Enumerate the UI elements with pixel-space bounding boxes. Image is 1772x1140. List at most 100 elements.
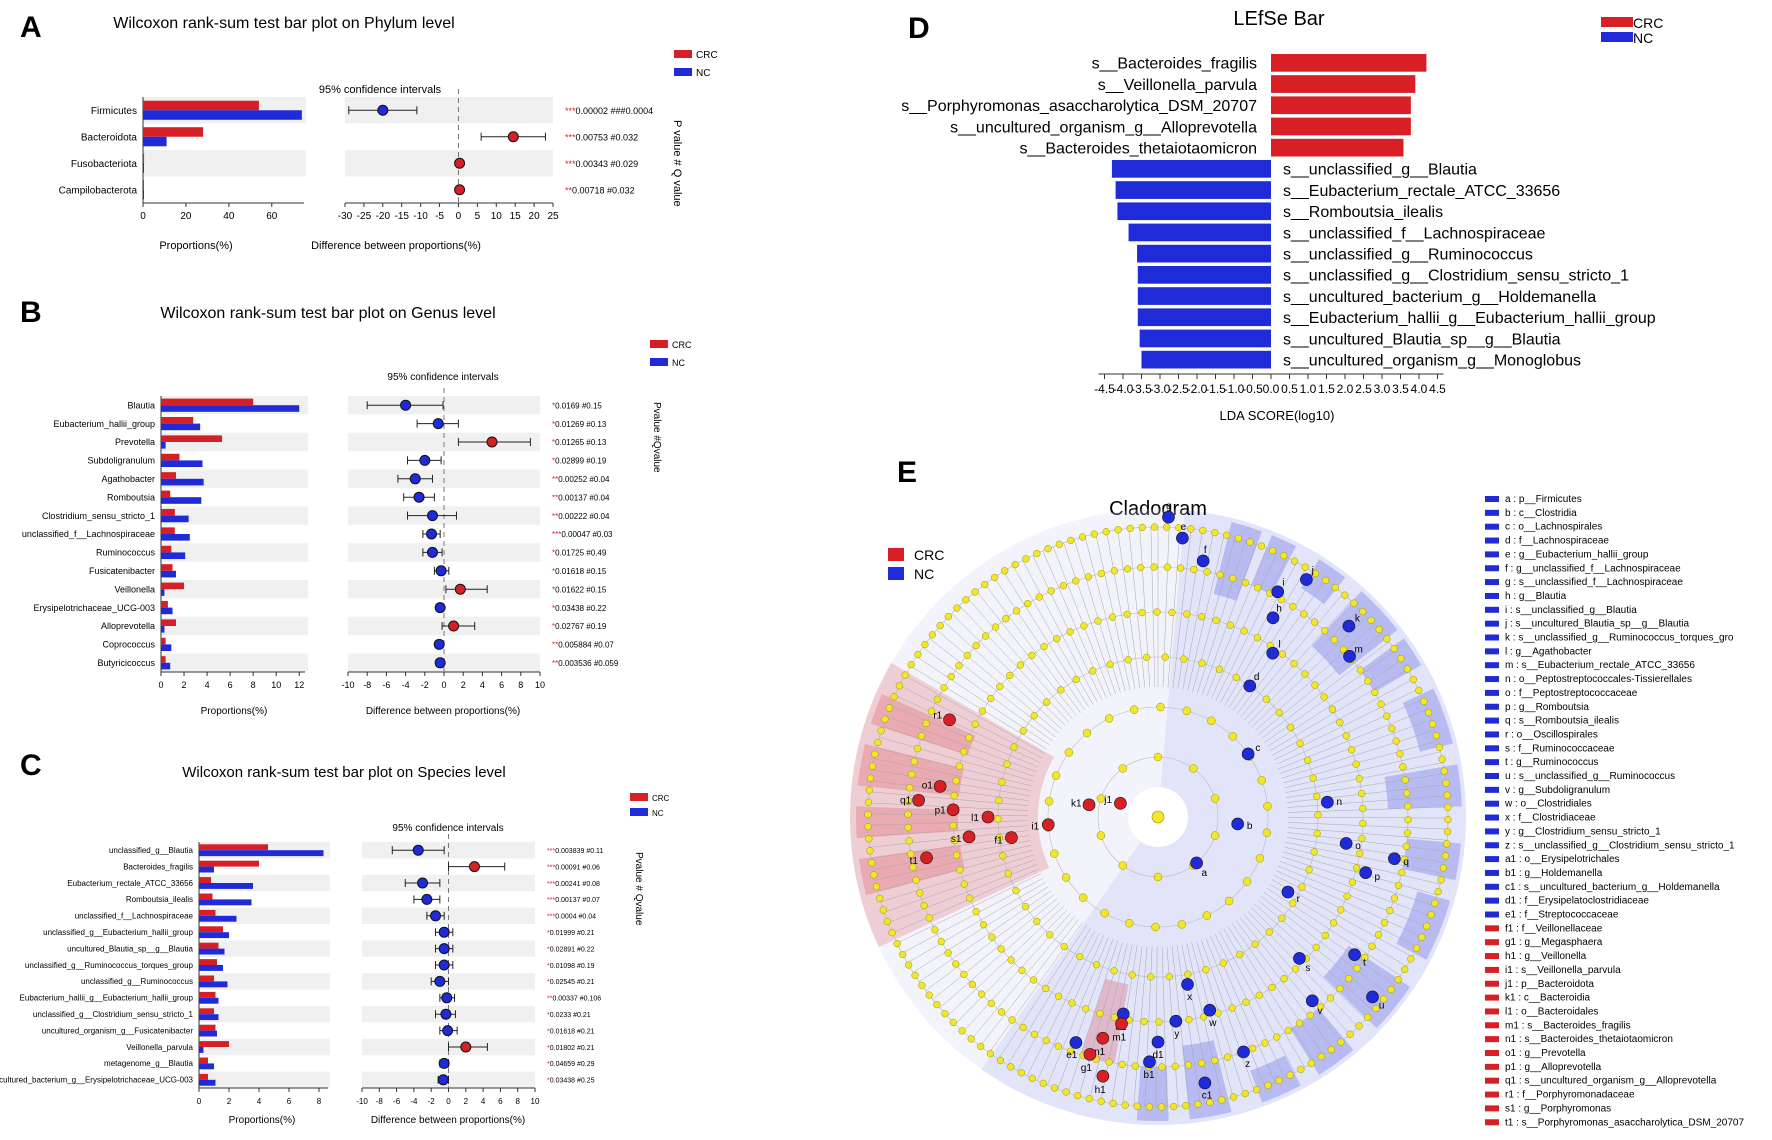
clado-key-label: t1 : s__Porphyromonas_asaccharolytica_DS…	[1505, 1117, 1744, 1128]
clado-node-crc	[981, 810, 995, 824]
clado-node	[1202, 911, 1212, 920]
clado-node	[1310, 848, 1318, 856]
clado-branch	[882, 726, 1035, 777]
clado-node	[1004, 869, 1013, 878]
lda-bar-nc	[1137, 287, 1271, 305]
ci-point	[448, 620, 460, 632]
category-label: Firmicutes	[91, 106, 137, 117]
lda-tick-label: 2.0	[1337, 382, 1354, 396]
clado-node	[1006, 671, 1014, 680]
clado-node	[1021, 902, 1030, 911]
clado-node	[1443, 828, 1452, 836]
clado-node	[1407, 955, 1415, 963]
clado-key-label: m : s__Eubacterium_rectale_ATCC_33656	[1505, 660, 1695, 671]
clado-node	[1350, 599, 1358, 607]
clado-node	[1321, 931, 1329, 940]
clado-node	[1030, 1030, 1039, 1039]
clado-key-label: l : g__Agathobacter	[1505, 646, 1592, 657]
significance-stars: **	[552, 512, 558, 521]
clado-node	[1383, 635, 1391, 643]
panel-c-left-xlabel: Proportions(%)	[229, 1115, 296, 1126]
ci-point	[438, 1057, 450, 1069]
significance-stars: *	[547, 979, 550, 986]
clado-branch	[1244, 600, 1352, 721]
clado-branch	[890, 705, 1039, 768]
clado-node	[1153, 608, 1161, 616]
clado-node	[1386, 906, 1394, 915]
clado-node	[1390, 644, 1398, 653]
clado-key-swatch	[1485, 1008, 1499, 1015]
clado-node	[1352, 864, 1361, 872]
clado-node	[1100, 908, 1109, 918]
clado-node	[1199, 1013, 1208, 1021]
clado-node	[1438, 755, 1446, 763]
pvalue-label: **0.00718 #0.032	[565, 185, 635, 195]
clado-node	[917, 732, 926, 740]
right-tick-label: 6	[498, 1097, 503, 1106]
clado-node	[1190, 565, 1198, 574]
clado-node	[1197, 1059, 1206, 1067]
row-stripe-left	[199, 940, 330, 957]
clado-node	[1125, 918, 1134, 928]
bar-crc	[199, 844, 268, 851]
clado-node	[1380, 995, 1388, 1003]
significance-stars: ***	[565, 106, 576, 116]
clado-node-nc	[1366, 990, 1379, 1004]
legend-label-crc: CRC	[696, 50, 718, 61]
clado-branch	[1128, 528, 1146, 688]
clado-node	[1078, 893, 1088, 902]
ci-point	[468, 861, 480, 873]
clado-node	[909, 863, 917, 871]
clado-branch	[1258, 632, 1383, 735]
clado-key-swatch	[1485, 620, 1499, 627]
clado-node	[1317, 1052, 1326, 1061]
clado-node	[1404, 816, 1412, 824]
bar-nc	[199, 1014, 219, 1021]
pvalue-label: ***0.00343 #0.029	[565, 159, 638, 169]
clado-branch	[880, 854, 1034, 903]
significance-stars: **	[552, 659, 558, 668]
pvalue-label: *0.01622 #0.15	[552, 585, 607, 594]
clado-branch	[1186, 943, 1223, 1100]
pvalue-label: *0.01725 #0.49	[552, 549, 607, 558]
clado-node	[920, 901, 928, 910]
clado-node-label: i	[1282, 577, 1284, 588]
clado-node	[1343, 892, 1351, 900]
clado-key-label: s1 : g__Porphyromonas	[1505, 1103, 1611, 1114]
category-label: Blautia	[127, 400, 155, 410]
clado-node	[960, 748, 968, 756]
clado-key-label: u : s__unclassified_g__Ruminococcus	[1505, 771, 1675, 782]
clado-node	[950, 836, 958, 845]
clado-branch	[876, 747, 1032, 787]
clado-node	[1269, 547, 1277, 555]
clado-node	[1055, 540, 1063, 548]
ci-point	[434, 975, 446, 987]
clado-node	[1066, 1047, 1075, 1055]
clado-branch	[1283, 740, 1438, 784]
bar-crc	[199, 877, 211, 883]
clado-branch	[1287, 784, 1447, 803]
clado-node	[952, 851, 961, 859]
clado-node	[1251, 940, 1259, 948]
bar-nc	[143, 110, 302, 120]
clado-node-label: b1	[1143, 1070, 1155, 1081]
clado-node-label: b	[1247, 821, 1253, 832]
left-tick-label: 4	[205, 680, 210, 690]
bar-crc	[161, 490, 171, 498]
clado-node	[911, 971, 919, 980]
left-tick-label: 40	[223, 211, 235, 222]
pvalue-label: *0.02545 #0.21	[547, 979, 595, 986]
bar-crc	[199, 959, 217, 965]
clado-node	[1097, 1097, 1105, 1106]
clado-branch	[1211, 552, 1278, 699]
clado-node-crc	[946, 803, 960, 817]
clado-node	[1062, 1088, 1070, 1096]
clado-node	[1275, 1076, 1283, 1085]
clado-node	[1012, 607, 1021, 615]
bar-crc	[199, 1057, 208, 1064]
clado-branch	[1063, 542, 1116, 695]
clado-node-label: p1	[935, 805, 947, 816]
clado-node	[1073, 1091, 1082, 1100]
bar-nc	[161, 589, 165, 596]
category-label: uncultured_Blautia_sp__g__Blautia	[67, 944, 193, 953]
